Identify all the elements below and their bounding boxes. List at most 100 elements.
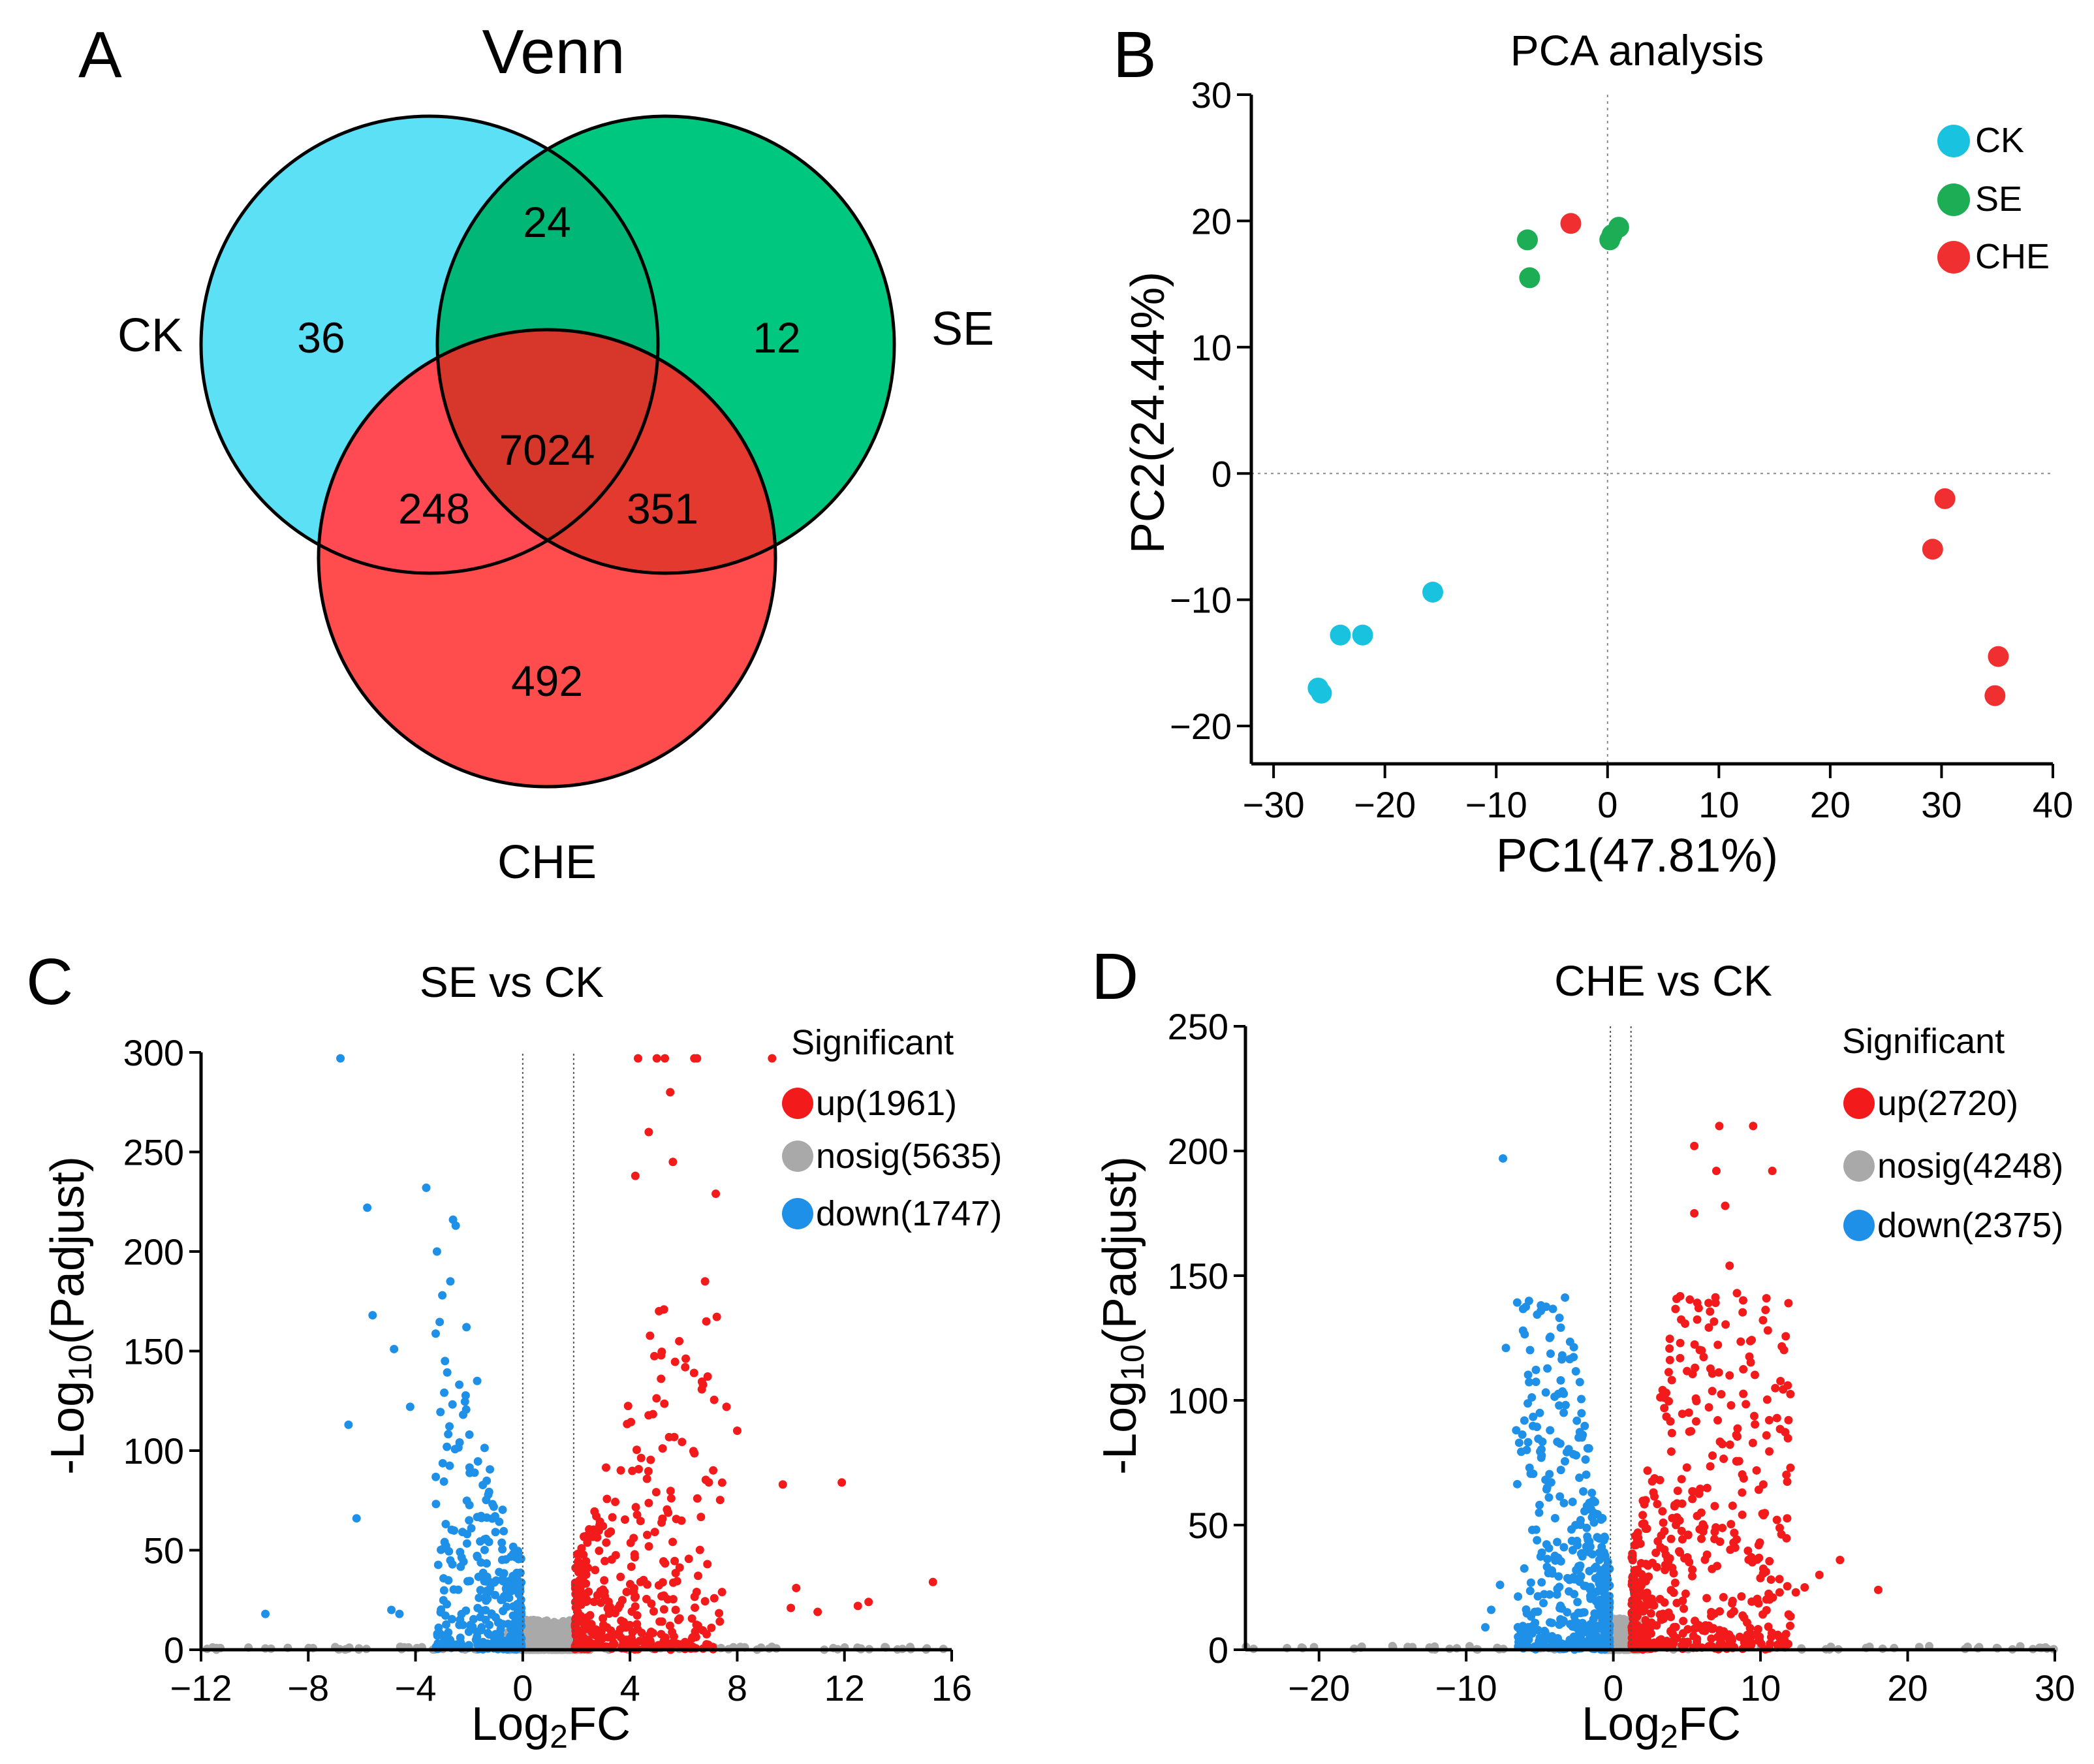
d-up-point: [1775, 1633, 1784, 1642]
d-up-outlier-11: [1725, 1371, 1734, 1380]
d-down-point: [1537, 1306, 1546, 1315]
pca-legend-label-se: SE: [1975, 180, 2022, 219]
c-up-point: [576, 1641, 585, 1650]
d-down-point: [1542, 1631, 1552, 1640]
d-up-point: [1738, 1510, 1747, 1519]
d-up-point: [1666, 1534, 1676, 1543]
c-down-point: [483, 1629, 492, 1638]
d-up-point: [1743, 1630, 1752, 1639]
d-up-point: [1786, 1463, 1795, 1472]
d-down-point: [1575, 1378, 1584, 1387]
c-up-point: [627, 1562, 636, 1571]
d-up-point: [1743, 1618, 1752, 1627]
d-down-point: [1527, 1393, 1537, 1402]
d-down-point: [1569, 1573, 1578, 1582]
d-down-point: [1544, 1543, 1554, 1552]
c-down-point: [461, 1405, 471, 1414]
c-up-outlier-11: [700, 1277, 710, 1286]
d-up-point: [1702, 1483, 1711, 1492]
c-down-point: [466, 1620, 475, 1630]
d-up-point: [1628, 1551, 1637, 1560]
d-up-outlier-5: [1721, 1201, 1730, 1210]
d-up-point: [1683, 1366, 1692, 1376]
c-down-point: [438, 1458, 447, 1468]
d-up-outlier-0: [1715, 1122, 1724, 1131]
c-up-outlier-4: [690, 1054, 699, 1063]
d-down-point: [1557, 1604, 1567, 1613]
c-up-point: [657, 1617, 666, 1626]
c-down-point: [490, 1512, 499, 1521]
d-up-point: [1691, 1417, 1700, 1426]
d-down-point: [1577, 1409, 1586, 1418]
d-down-point: [1605, 1581, 1614, 1590]
c-x-tick-label-6: 12: [824, 1667, 865, 1709]
panel-d: D CHE vs CK −20 −10 0 10 20 30 0 50 100 150 200 25…: [1091, 940, 2075, 1755]
c-up-point: [631, 1503, 640, 1512]
d-down-point: [1557, 1618, 1567, 1628]
d-up-point: [1715, 1607, 1725, 1616]
c-up-outlier-17: [928, 1577, 937, 1586]
d-up-point: [1688, 1494, 1697, 1504]
c-x-tick-label-1: −8: [287, 1667, 329, 1709]
d-up-point: [1665, 1355, 1674, 1364]
d-down-point: [1555, 1401, 1564, 1410]
d-down-point: [1559, 1543, 1569, 1552]
c-up-point: [633, 1510, 642, 1519]
d-up-point: [1710, 1502, 1719, 1511]
c-down-point: [489, 1638, 498, 1647]
c-up-point: [672, 1515, 681, 1524]
c-up-point: [702, 1640, 711, 1649]
d-up-point: [1678, 1596, 1687, 1605]
d-down-point: [1593, 1622, 1602, 1631]
c-up-point: [654, 1641, 663, 1650]
c-up-outlier-5: [768, 1054, 777, 1063]
d-down-point: [1570, 1622, 1580, 1631]
c-nosig-point: [552, 1633, 561, 1643]
venn-set-label-che: CHE: [497, 836, 597, 889]
c-up-point: [616, 1466, 625, 1475]
d-up-point: [1718, 1440, 1727, 1449]
d-up-point: [1690, 1340, 1699, 1349]
c-nosig-point: [537, 1641, 546, 1650]
d-up-point: [1672, 1295, 1681, 1304]
pca-x-ticks: −30 −20 −10 0 10 20 30 40: [1243, 764, 2073, 825]
volcano-c-legend-label-nosig: nosig(5635): [816, 1137, 1002, 1176]
c-down-point: [431, 1329, 440, 1338]
pca-point-se-1: [1519, 267, 1540, 289]
c-down-point: [497, 1538, 507, 1547]
c-up-point: [657, 1374, 666, 1383]
d-down-point: [1525, 1378, 1534, 1387]
venn-outline-se: [435, 114, 896, 575]
c-down-point: [448, 1400, 457, 1409]
c-down-point: [480, 1545, 489, 1554]
c-up-outlier-7: [644, 1127, 653, 1137]
c-down-point: [443, 1442, 452, 1451]
d-down-point: [1543, 1554, 1552, 1564]
panel-label-d: D: [1091, 940, 1138, 1013]
c-up-outlier-21: [787, 1603, 796, 1613]
pca-y-tick-label-4: 20: [1191, 201, 1232, 242]
c-up-point: [604, 1597, 613, 1606]
c-down-point: [462, 1496, 471, 1505]
d-y-tick-label-1: 50: [1188, 1505, 1228, 1546]
venn-count-ck-che: 248: [398, 484, 470, 533]
c-up-point: [692, 1588, 701, 1597]
c-up-point: [619, 1623, 628, 1632]
d-up-point: [1702, 1594, 1711, 1603]
d-up-point: [1671, 1304, 1680, 1314]
d-up-point: [1633, 1625, 1642, 1634]
d-up-point: [1681, 1319, 1690, 1329]
d-up-point: [1762, 1294, 1771, 1303]
pca-x-tick-label-7: 40: [2033, 784, 2073, 825]
d-up-point: [1670, 1579, 1680, 1588]
d-up-point: [1637, 1581, 1646, 1590]
d-nosig-point: [1612, 1622, 1621, 1631]
c-down-point: [488, 1500, 497, 1509]
d-up-point: [1673, 1487, 1682, 1496]
d-up-point: [1664, 1368, 1673, 1377]
d-up-point: [1666, 1586, 1676, 1595]
c-up-point: [591, 1566, 600, 1575]
c-down-point: [442, 1620, 451, 1629]
c-up-point: [634, 1464, 643, 1473]
d-up-outlier-9: [1690, 1209, 1699, 1218]
